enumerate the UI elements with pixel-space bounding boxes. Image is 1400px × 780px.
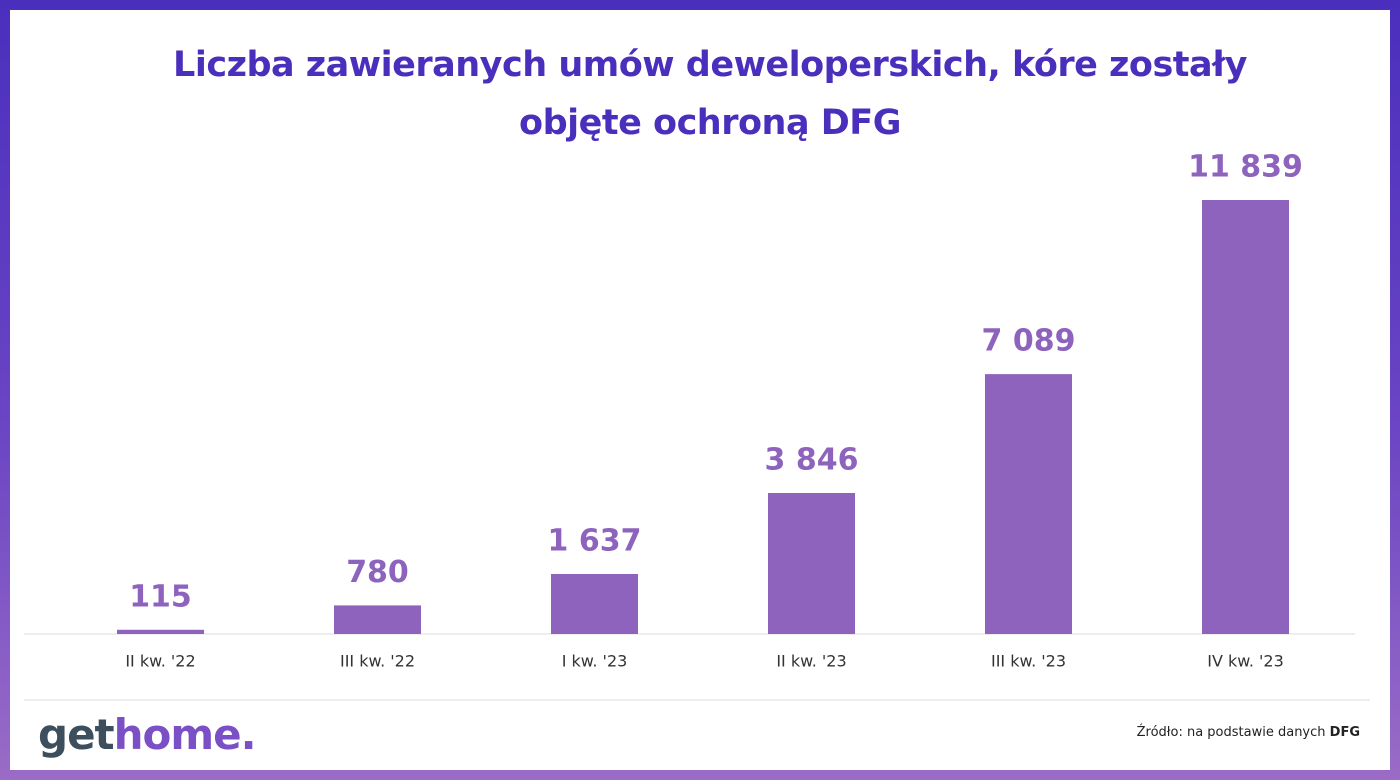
bar (985, 374, 1072, 634)
x-tick-label: II kw. '22 (125, 652, 195, 671)
x-tick-label: I kw. '23 (562, 652, 628, 671)
bar (551, 573, 638, 634)
chart: II kw. '22 115 III kw. '22 780 I kw. '23 1 63… (24, 150, 1370, 701)
bar (117, 629, 204, 634)
x-tick-label: IV kw. '23 (1207, 652, 1284, 671)
bar (768, 493, 855, 634)
value-label: 1 637 (548, 523, 642, 558)
value-label: 115 (129, 579, 192, 614)
source-text: Źródło: na podstawie danych (1136, 725, 1326, 740)
x-tick-label: III kw. '23 (991, 652, 1066, 671)
logo: gethome. (38, 710, 257, 759)
logo-part: get (38, 710, 115, 759)
bar (334, 605, 421, 634)
logo-part: home. (113, 710, 257, 759)
source: Źródło: na podstawie danych DFG (1137, 725, 1360, 740)
value-label: 7 089 (982, 324, 1076, 359)
bar (1202, 200, 1289, 634)
x-tick-label: II kw. '23 (776, 652, 846, 671)
x-tick-label: III kw. '22 (340, 652, 415, 671)
value-label: 3 846 (765, 443, 859, 478)
chart-title: Liczba zawieranych umów deweloperskich, … (173, 45, 1247, 143)
value-label: 780 (346, 555, 409, 590)
source-bold: DFG (1329, 725, 1360, 740)
value-label: 11 839 (1188, 150, 1303, 185)
panel: Liczba zawieranych umów deweloperskich, … (10, 10, 1390, 770)
